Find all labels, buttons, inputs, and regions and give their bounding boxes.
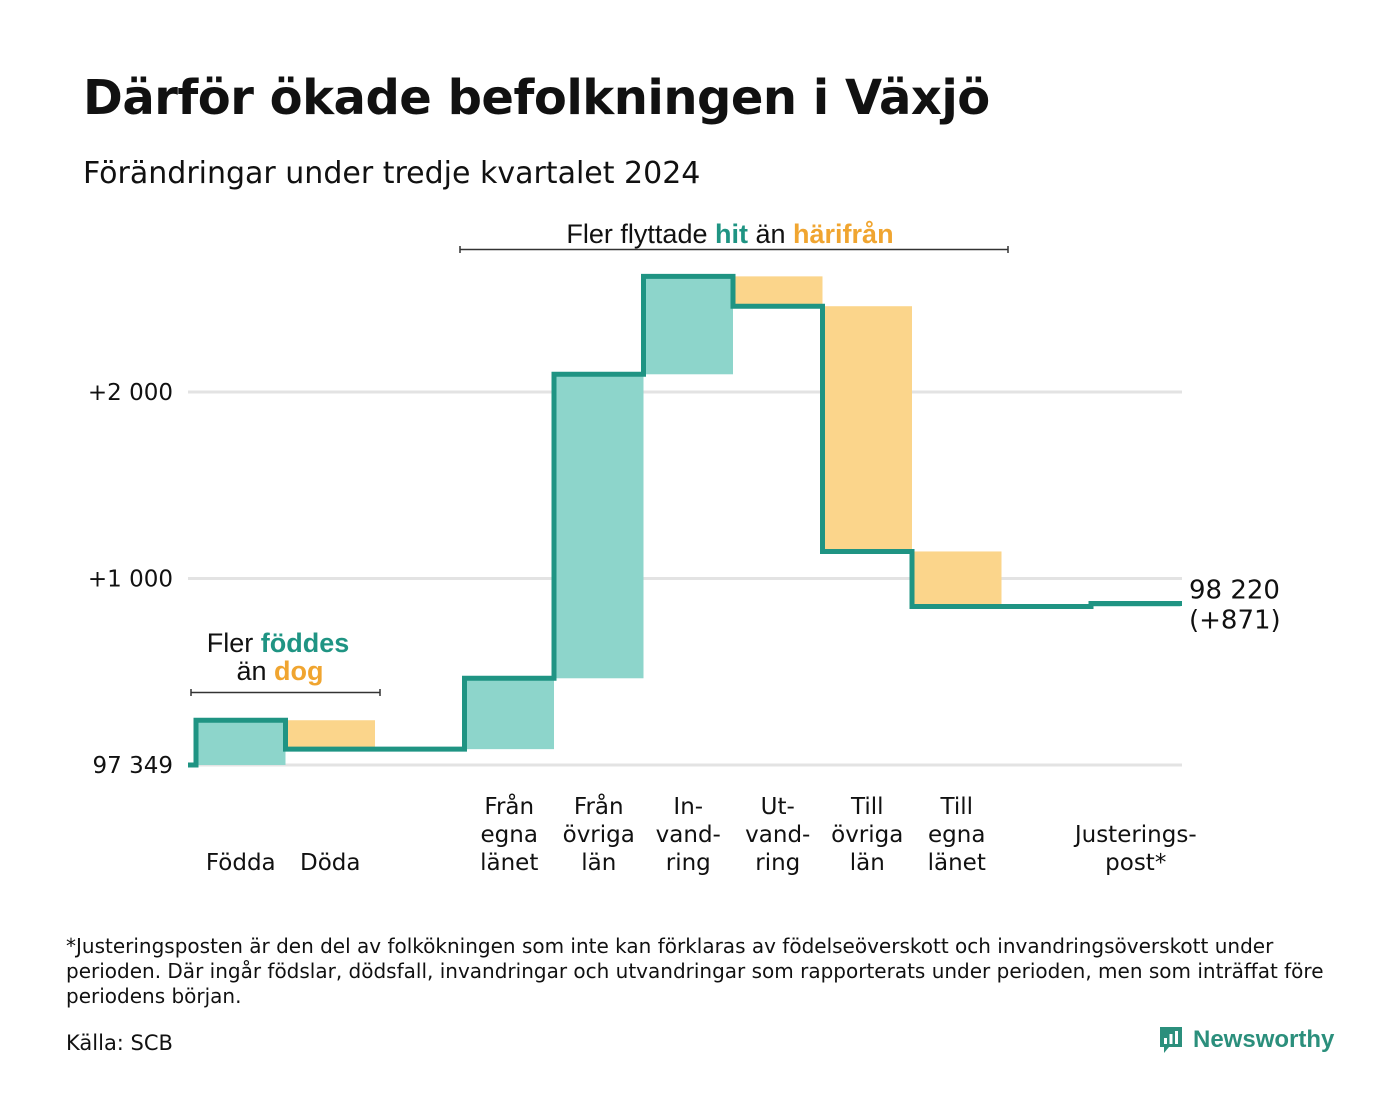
end-value-label: 98 220 bbox=[1189, 575, 1280, 605]
annotation-births-line2: än dog bbox=[236, 656, 323, 686]
category-label: ring bbox=[666, 850, 711, 876]
annotation-births-line1: Fler föddes bbox=[207, 628, 350, 658]
category-label: In- bbox=[673, 794, 703, 820]
category-label: ring bbox=[755, 850, 800, 876]
category-label: egna bbox=[481, 822, 538, 848]
y-tick-label: +1 000 bbox=[88, 567, 173, 593]
annotation-text: än bbox=[748, 219, 793, 249]
waterfall-bar bbox=[733, 276, 823, 307]
waterfall-bar bbox=[196, 720, 286, 765]
brand-name: Newsworthy bbox=[1193, 1026, 1335, 1053]
category-label: länet bbox=[480, 850, 538, 876]
category-label: Ut- bbox=[761, 794, 795, 820]
category-label: post* bbox=[1105, 850, 1166, 876]
annotation-highlight-teal: föddes bbox=[261, 628, 350, 658]
waterfall-bar bbox=[285, 720, 375, 750]
category-label: Från bbox=[574, 792, 624, 820]
chart-title: Därför ökade befolkningen i Växjö bbox=[83, 70, 990, 126]
category-label: Justerings- bbox=[1073, 822, 1197, 848]
annotation-bracket-migration bbox=[459, 246, 1009, 253]
y-tick-label: +2 000 bbox=[88, 380, 173, 406]
end-change-label: (+871) bbox=[1189, 605, 1281, 635]
footnote: *Justeringsposten är den del av folkökni… bbox=[66, 934, 1324, 1008]
category-label: Från bbox=[484, 792, 534, 820]
category-label: län bbox=[850, 850, 885, 876]
annotation-highlight: härifrån bbox=[793, 219, 894, 249]
annotation-bracket-births bbox=[190, 689, 381, 696]
annotation-text: Fler bbox=[207, 628, 261, 658]
category-label: Till bbox=[850, 794, 884, 820]
brand-logo: Newsworthy bbox=[1158, 1025, 1334, 1055]
annotation-highlight-orange: dog bbox=[274, 656, 323, 686]
chart-subtitle: Förändringar under tredje kvartalet 2024 bbox=[83, 156, 701, 191]
waterfall-bar bbox=[464, 678, 554, 750]
annotation-text: än bbox=[236, 656, 274, 686]
cumulative-line bbox=[188, 273, 1182, 768]
annotation-text: Fler flyttade bbox=[566, 219, 715, 249]
category-label: vand- bbox=[745, 822, 810, 848]
source-label: Källa: SCB bbox=[66, 1031, 173, 1055]
category-label: vand- bbox=[656, 822, 721, 848]
category-label: egna bbox=[928, 822, 985, 848]
y-tick-label: 97 349 bbox=[93, 753, 173, 779]
category-label: övriga bbox=[831, 822, 903, 848]
category-label: Födda bbox=[206, 850, 276, 876]
category-label: Till bbox=[939, 794, 973, 820]
newsworthy-logo-icon bbox=[1160, 1027, 1182, 1053]
category-label: län bbox=[581, 850, 616, 876]
waterfall-bar bbox=[554, 374, 644, 679]
category-label: länet bbox=[928, 850, 986, 876]
waterfall-bar bbox=[912, 551, 1002, 607]
category-label: övriga bbox=[563, 822, 635, 848]
annotation-highlight: hit bbox=[715, 219, 748, 249]
waterfall-bar bbox=[822, 306, 912, 552]
category-label: Döda bbox=[300, 850, 360, 876]
annotation-migration: Fler flyttade hit än härifrån bbox=[566, 219, 893, 249]
waterfall-bar bbox=[643, 276, 733, 375]
